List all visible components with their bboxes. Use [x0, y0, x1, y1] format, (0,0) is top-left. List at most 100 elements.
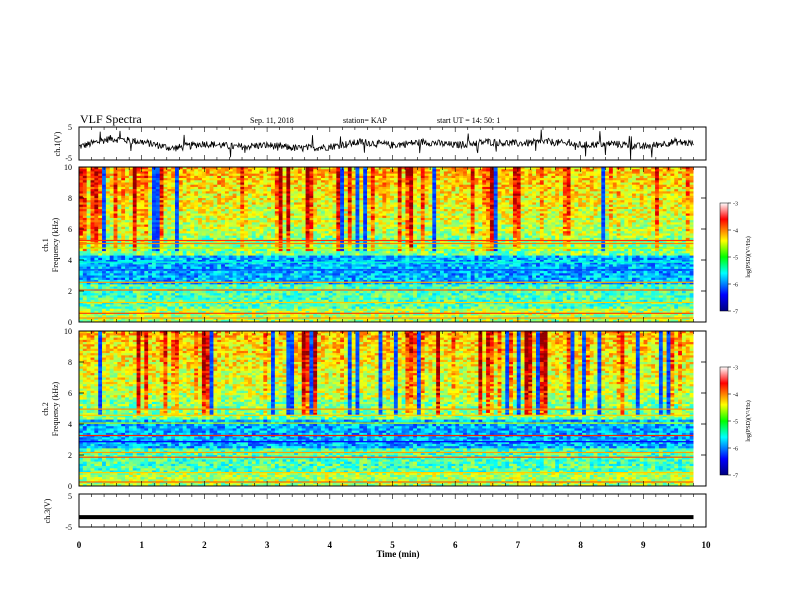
spectrogram-cell	[440, 231, 445, 234]
spectrogram-cell	[263, 195, 268, 199]
spectrogram-cell	[213, 195, 218, 199]
spectrogram-cell	[159, 209, 164, 212]
spectrogram-cell	[140, 204, 145, 208]
spectrogram-cell	[639, 215, 644, 219]
spectrogram-cell	[259, 189, 264, 192]
spectrogram-cell	[82, 222, 87, 225]
spectrogram-cell	[674, 182, 679, 186]
spectrogram-cell	[102, 178, 107, 181]
spectrogram-cell	[655, 173, 660, 177]
spectrogram-cell	[440, 224, 445, 228]
spectrogram-cell	[612, 206, 617, 210]
spectrogram-cell	[428, 211, 433, 214]
spectrogram-cell	[378, 215, 383, 219]
spectrogram-cell	[209, 195, 214, 199]
spectrogram-cell	[463, 180, 468, 183]
spectrogram-cell	[493, 204, 498, 208]
spectrogram-cell	[601, 171, 606, 174]
spectrogram-cell	[128, 182, 134, 186]
spectrogram-cell	[405, 211, 410, 214]
spectrogram-cell	[390, 195, 395, 199]
spectrogram-cell	[324, 222, 329, 225]
spectrogram-cell	[440, 233, 445, 236]
spectrogram-cell	[536, 173, 541, 177]
spectrogram-cell	[497, 211, 502, 214]
spectrogram-cell	[86, 233, 91, 236]
spectrogram-cell	[320, 224, 326, 228]
spectrogram-cell	[397, 224, 402, 228]
spectrogram-cell	[505, 213, 510, 217]
spectrogram-cell	[259, 186, 264, 190]
spectrogram-cell	[482, 222, 487, 225]
spectrogram-cell	[228, 178, 233, 181]
spectrogram-cell	[509, 171, 514, 174]
spectrogram-cell	[689, 206, 694, 210]
spectrogram-cell	[163, 209, 168, 212]
spectrogram-cell	[378, 189, 383, 192]
spectrogram-cell	[340, 193, 345, 197]
spectrogram-cell	[205, 178, 210, 181]
spectrogram-cell	[324, 169, 329, 172]
spectrogram-cell	[205, 167, 210, 170]
spectrogram-cell	[501, 198, 506, 201]
spectrogram-cell	[351, 229, 356, 232]
spectrogram-cell	[201, 180, 207, 183]
spectrogram-cell	[159, 224, 164, 228]
spectrogram-cell	[370, 215, 376, 219]
spectrogram-cell	[489, 169, 495, 172]
spectrogram-cell	[367, 195, 372, 199]
spectrogram-cell	[486, 198, 491, 201]
spectrogram-cell	[578, 191, 583, 194]
spectrogram-cell	[247, 211, 253, 214]
spectrogram-cell	[443, 229, 448, 232]
spectrogram-cell	[163, 233, 168, 236]
spectrogram-cell	[632, 222, 637, 225]
spectrogram-cell	[271, 191, 276, 194]
spectrogram-cell	[528, 182, 533, 186]
spectrogram-cell	[501, 220, 506, 223]
spectrogram-cell	[443, 195, 448, 199]
spectrogram-cell	[163, 217, 168, 221]
spectrogram-cell	[82, 202, 87, 205]
spectrogram-cell	[401, 224, 406, 228]
spectrogram-cell	[286, 226, 291, 230]
spectrogram-cell	[551, 231, 556, 234]
spectrogram-cell	[443, 193, 448, 197]
spectrogram-cell	[620, 175, 625, 179]
figure-station: station= KAP	[343, 116, 387, 125]
spectrogram-cell	[582, 173, 587, 177]
spectrogram-cell	[432, 215, 437, 219]
spectrogram-cell	[605, 202, 610, 205]
spectrogram-cell	[286, 171, 291, 174]
spectrogram-cell	[144, 204, 149, 208]
spectrogram-cell	[501, 189, 506, 192]
spectrogram-cell	[194, 175, 199, 179]
spectrogram-cell	[175, 193, 180, 197]
spectrogram-cell	[313, 182, 318, 186]
spectrogram-cell	[605, 198, 610, 201]
spectrogram-cell	[589, 191, 594, 194]
spectrogram-cell	[190, 200, 195, 203]
spectrogram-cell	[662, 220, 667, 223]
spectrogram-cell	[447, 215, 452, 219]
spectrogram-cell	[447, 226, 452, 230]
spectrogram-cell	[616, 222, 621, 225]
spectrogram-cell	[578, 211, 583, 214]
spectrogram-cell	[290, 193, 295, 197]
spectrogram-cell	[405, 182, 410, 186]
spectrogram-cell	[624, 231, 629, 234]
spectrogram-cell	[340, 182, 345, 186]
spectrogram-cell	[224, 222, 230, 225]
spectrogram-cell	[79, 169, 84, 172]
spectrogram-cell	[247, 171, 253, 174]
spectrogram-cell	[82, 173, 87, 177]
spectrogram-cell	[428, 206, 433, 210]
spectrogram-cell	[305, 229, 310, 232]
spectrogram-cell	[447, 175, 452, 179]
spectrogram-cell	[463, 184, 468, 188]
spectrogram-cell	[155, 184, 160, 188]
spectrogram-cell	[98, 191, 103, 194]
spectrogram-cell	[294, 195, 299, 199]
spectrogram-cell	[109, 226, 114, 230]
spectrogram-cell	[632, 226, 637, 230]
